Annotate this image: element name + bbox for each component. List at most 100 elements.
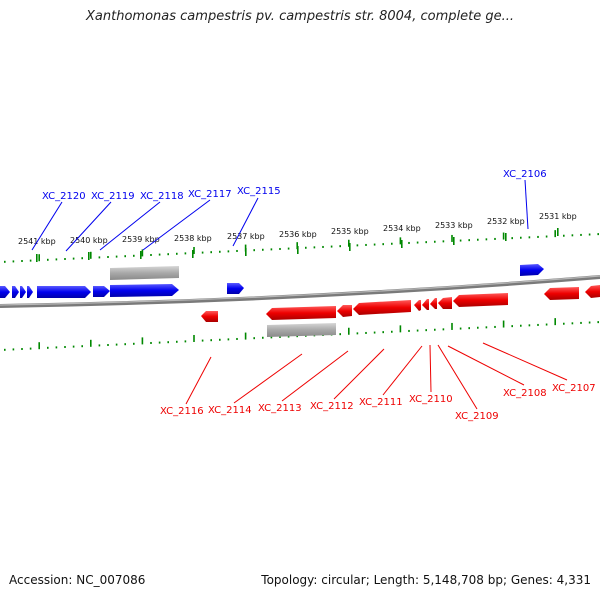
reverse-gene-arrow[interactable]	[438, 297, 452, 309]
upper-rail-tick	[399, 237, 402, 245]
upper-rail-tick	[47, 258, 49, 261]
upper-rail-tick	[201, 251, 204, 254]
lower-rail-tick	[158, 341, 161, 344]
reverse-gene-arrow[interactable]	[201, 311, 218, 322]
forward-label-leader	[65, 201, 112, 252]
lower-rail-tick	[373, 331, 376, 334]
lower-rail-tick	[382, 331, 384, 334]
forward-gene-arrow[interactable]	[20, 286, 26, 298]
lower-rail-tick	[253, 337, 255, 340]
lower-rail-tick	[399, 325, 402, 333]
scale-major-tick	[297, 246, 299, 254]
reverse-label-leader	[185, 356, 212, 405]
forward-gene-arrow[interactable]	[37, 286, 91, 298]
upper-rail-tick	[227, 250, 230, 253]
reverse-gene-arrow[interactable]	[430, 298, 437, 309]
forward-gene-label[interactable]: XC_2119	[91, 191, 135, 202]
reverse-label-leader	[482, 342, 568, 381]
reverse-gene-arrow[interactable]	[337, 305, 352, 317]
reverse-gene-arrow[interactable]	[585, 285, 600, 298]
lower-rail-tick	[563, 322, 565, 325]
upper-rail-tick	[322, 245, 324, 248]
forward-gene-arrow[interactable]	[12, 286, 19, 298]
forward-gene-label[interactable]: XC_2120	[42, 191, 86, 202]
reverse-gene-label[interactable]: XC_2112	[310, 401, 354, 412]
lower-rail-tick	[588, 321, 591, 324]
scale-tick-label: 2539 kbp	[122, 235, 160, 244]
forward-gene-arrow[interactable]	[520, 264, 544, 276]
upper-rail-tick	[21, 260, 23, 263]
lower-rail-tick	[270, 336, 273, 339]
genome-title: Xanthomonas campestris pv. campestris st…	[86, 9, 514, 24]
reverse-gene-label[interactable]: XC_2113	[258, 403, 302, 414]
lower-rail-tick	[124, 343, 126, 346]
scale-major-tick	[349, 243, 351, 251]
upper-rail-tick	[520, 236, 522, 239]
reverse-gene-label[interactable]: XC_2108	[503, 388, 547, 399]
scale-major-tick	[245, 248, 247, 256]
forward-gene-label[interactable]: XC_2118	[140, 191, 184, 202]
lower-rail-tick	[107, 343, 109, 346]
forward-gene-label[interactable]: XC_2115	[237, 186, 281, 197]
forward-label-leader	[524, 179, 529, 230]
lower-rail-tick	[90, 339, 92, 347]
scale-tick-label: 2531 kbp	[539, 212, 577, 221]
lower-rail-tick	[21, 348, 23, 351]
reverse-gene-arrow[interactable]	[414, 300, 421, 311]
topology-value: circular	[321, 573, 366, 587]
reverse-gene-label[interactable]: XC_2114	[208, 405, 252, 416]
lower-rail-tick	[227, 338, 230, 341]
lower-rail-tick	[141, 337, 144, 345]
lower-rail-tick	[167, 341, 169, 344]
upper-rail-tick	[107, 255, 109, 258]
forward-label-leader	[142, 199, 211, 251]
reverse-gene-label[interactable]: XC_2109	[455, 411, 499, 422]
forward-gene-arrow[interactable]	[0, 286, 10, 298]
lower-rail-tick	[244, 332, 247, 340]
reverse-gene-label[interactable]: XC_2107	[552, 383, 596, 394]
upper-rail-tick	[133, 254, 135, 257]
forward-gene-label[interactable]: XC_2106	[503, 169, 547, 180]
forward-gene-arrow[interactable]	[110, 284, 179, 297]
upper-rail-tick	[184, 252, 187, 255]
upper-rail-tick	[305, 246, 307, 249]
reverse-gene-label[interactable]: XC_2111	[359, 397, 403, 408]
accession-info: Accession: NC_007086	[9, 573, 145, 587]
upper-rail-tick	[339, 245, 341, 248]
lower-rail-tick	[528, 324, 531, 327]
genome-backbone	[0, 275, 600, 308]
reverse-label-leader	[281, 350, 349, 402]
lower-rail-tick	[580, 321, 582, 324]
upper-rail-tick	[270, 248, 273, 251]
reverse-gene-label[interactable]: XC_2110	[409, 394, 453, 405]
lower-rail-tick	[365, 331, 367, 334]
lower-rail-tick	[219, 338, 221, 341]
lower-rail-tick	[425, 329, 427, 332]
scale-tick-label: 2535 kbp	[331, 227, 369, 236]
forward-gene-arrow[interactable]	[227, 283, 244, 294]
lower-rail-tick	[29, 347, 32, 350]
upper-rail-tick	[158, 253, 161, 256]
reverse-gene-arrow[interactable]	[266, 306, 336, 320]
reverse-gene-arrow[interactable]	[422, 299, 429, 310]
genes-value: 4,331	[556, 573, 591, 587]
lower-rail-tick	[442, 328, 445, 331]
forward-label-leader	[99, 201, 161, 251]
lower-rail-tick	[47, 346, 49, 349]
lower-rail-tick	[72, 345, 75, 348]
forward-label-leader	[31, 201, 63, 251]
reverse-gene-arrow[interactable]	[353, 300, 411, 315]
lower-rail-tick	[176, 340, 178, 343]
forward-gene-label[interactable]: XC_2117	[188, 189, 232, 200]
lower-rail-tick	[356, 332, 359, 335]
reverse-gene-label[interactable]: XC_2116	[160, 406, 204, 417]
lower-rail-tick	[416, 329, 419, 332]
forward-gene-arrow[interactable]	[93, 286, 110, 297]
lower-rail-tick	[4, 348, 6, 351]
forward-gene-arrow[interactable]	[27, 286, 33, 298]
upper-rail-tick	[262, 248, 264, 251]
reverse-gene-arrow[interactable]	[544, 287, 579, 300]
reverse-gene-arrow[interactable]	[453, 293, 508, 307]
